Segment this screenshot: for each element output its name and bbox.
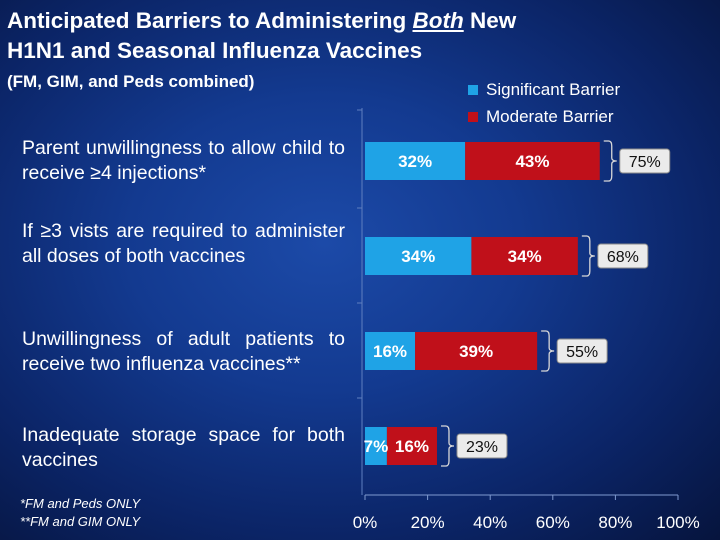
legend: Significant Barrier Moderate Barrier (468, 76, 620, 130)
chart-title: Anticipated Barriers to Administering Bo… (7, 6, 707, 66)
total-bracket-adult-unwillingness (541, 330, 555, 372)
title-line1-a: Anticipated Barriers to Administering (7, 8, 413, 33)
category-label-adult-unwillingness: Unwillingness of adult patients to recei… (22, 328, 345, 375)
bar-significant-three-visits (365, 237, 472, 275)
category-label-parent-unwillingness: Parent unwillingness to allow child to r… (22, 137, 345, 184)
bar-moderate-adult-unwillingness (415, 332, 538, 370)
bar-significant-label-parent-unwillingness: 32% (398, 152, 432, 171)
legend-swatch-significant (468, 84, 478, 95)
bar-significant-label-storage-space: 7% (364, 437, 389, 456)
title-line1-emphasis: Both (412, 8, 464, 33)
footnote-2: **FM and GIM ONLY (20, 514, 141, 529)
bar-moderate-three-visits (471, 237, 578, 275)
total-label-parent-unwillingness: 75% (629, 154, 661, 171)
bar-moderate-storage-space (386, 427, 437, 465)
x-tick-label-20: 20% (411, 513, 445, 532)
chart-subtitle: (FM, GIM, and Peds combined) (7, 72, 255, 91)
total-label-storage-space: 23% (466, 439, 498, 456)
legend-swatch-moderate (468, 111, 478, 122)
total-box-three-visits (597, 243, 649, 269)
x-tick-label-0: 0% (353, 513, 378, 532)
bar-significant-adult-unwillingness (365, 332, 416, 370)
title-line2: H1N1 and Seasonal Influenza Vaccines (7, 38, 423, 63)
bar-moderate-label-storage-space: 16% (395, 437, 429, 456)
total-bracket-parent-unwillingness (603, 140, 617, 182)
x-tick-label-60: 60% (536, 513, 570, 532)
bar-significant-label-three-visits: 34% (401, 247, 435, 266)
x-tick-label-100: 100% (656, 513, 699, 532)
title-line1-b: New (463, 8, 517, 33)
bar-moderate-label-parent-unwillingness: 43% (515, 152, 549, 171)
total-bracket-three-visits (581, 235, 595, 277)
total-label-adult-unwillingness: 55% (566, 344, 598, 361)
total-box-adult-unwillingness (556, 338, 608, 364)
bar-significant-label-adult-unwillingness: 16% (373, 342, 407, 361)
x-tick-label-80: 80% (598, 513, 632, 532)
footnote-1: *FM and Peds ONLY (20, 496, 141, 511)
total-box-parent-unwillingness (619, 148, 671, 174)
category-label-three-visits: If ≥3 vists are required to administer a… (22, 220, 345, 267)
legend-label-significant: Significant Barrier (486, 79, 621, 99)
total-box-storage-space (456, 433, 508, 459)
bar-moderate-parent-unwillingness (465, 142, 600, 180)
bar-moderate-label-adult-unwillingness: 39% (459, 342, 493, 361)
x-tick-label-40: 40% (473, 513, 507, 532)
bar-significant-storage-space (365, 427, 387, 465)
total-label-three-visits: 68% (607, 249, 639, 266)
legend-label-moderate: Moderate Barrier (486, 106, 614, 126)
legend-item-significant: Significant Barrier (468, 76, 620, 103)
category-label-storage-space: Inadequate storage space for both vaccin… (22, 424, 345, 471)
legend-item-moderate: Moderate Barrier (468, 103, 620, 130)
bar-moderate-label-three-visits: 34% (508, 247, 542, 266)
total-bracket-storage-space (440, 425, 455, 467)
bar-significant-parent-unwillingness (365, 142, 466, 180)
